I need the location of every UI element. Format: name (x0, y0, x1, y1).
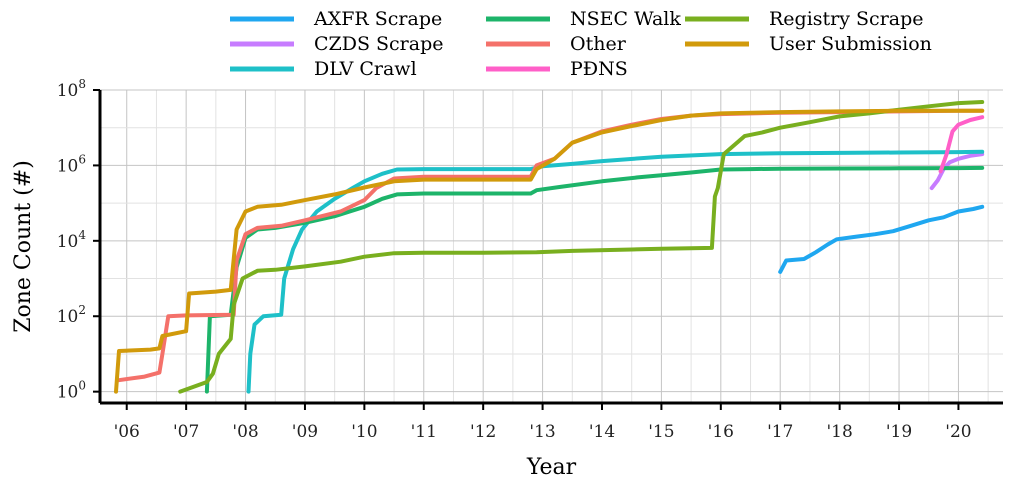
series-lines (114, 100, 985, 394)
legend-label: PĐNS (570, 58, 628, 80)
grid (100, 89, 1003, 403)
series-line (778, 204, 985, 274)
x-tick-label: '10 (351, 422, 377, 442)
y-tick-label: 100 (57, 379, 86, 403)
x-tick-label: '07 (173, 422, 199, 442)
y-tick-label: 104 (57, 228, 87, 252)
x-tick-label: '15 (648, 422, 674, 442)
x-tick-label: '13 (529, 422, 555, 442)
x-tick-label: '18 (826, 422, 852, 442)
x-tick-label: '08 (232, 422, 258, 442)
legend-item: DLV Crawl (230, 58, 417, 80)
legend-item: NSEC Walk (486, 8, 681, 30)
x-tick-label: '17 (767, 422, 793, 442)
axes: '06 '07 '08 '09 '10 '11 '12 '13 '14 '15 '16 '17 '18 '… (57, 77, 1003, 442)
legend-label: Other (570, 33, 627, 55)
series-line (114, 108, 985, 394)
series-line (204, 165, 985, 394)
legend-label: CZDS Scrape (314, 33, 444, 55)
x-tick-label: '16 (708, 422, 734, 442)
x-tick-label: '20 (945, 422, 971, 442)
legend: AXFR Scrape CZDS Scrape DLV Crawl NSEC Walk… (230, 8, 932, 80)
series-line (178, 100, 985, 394)
x-tick-label: '06 (114, 422, 140, 442)
x-tick-label: '14 (589, 422, 615, 442)
series-line (938, 115, 985, 174)
y-tick-label: 102 (57, 303, 86, 327)
legend-item: AXFR Scrape (230, 8, 442, 30)
x-tick-label: '09 (292, 422, 318, 442)
y-tick-label: 106 (57, 152, 86, 176)
legend-label: Registry Scrape (769, 8, 924, 30)
series-line (246, 149, 985, 394)
x-tick-label: '11 (411, 422, 437, 442)
x-tick-label: '12 (470, 422, 496, 442)
legend-item: User Submission (685, 33, 932, 55)
legend-label: NSEC Walk (570, 8, 681, 30)
x-axis-title: Year (526, 455, 577, 479)
x-tick-label: '19 (886, 422, 912, 442)
legend-item: CZDS Scrape (230, 33, 444, 55)
legend-item: PĐNS (486, 58, 628, 80)
legend-label: DLV Crawl (314, 58, 417, 80)
legend-item: Registry Scrape (685, 8, 924, 30)
legend-item: Other (486, 33, 627, 55)
series-line (929, 152, 985, 191)
y-axis-title: Zone Count (#) (11, 160, 36, 333)
legend-label: User Submission (769, 33, 932, 55)
legend-label: AXFR Scrape (313, 8, 442, 30)
y-tick-label: 108 (57, 77, 86, 101)
